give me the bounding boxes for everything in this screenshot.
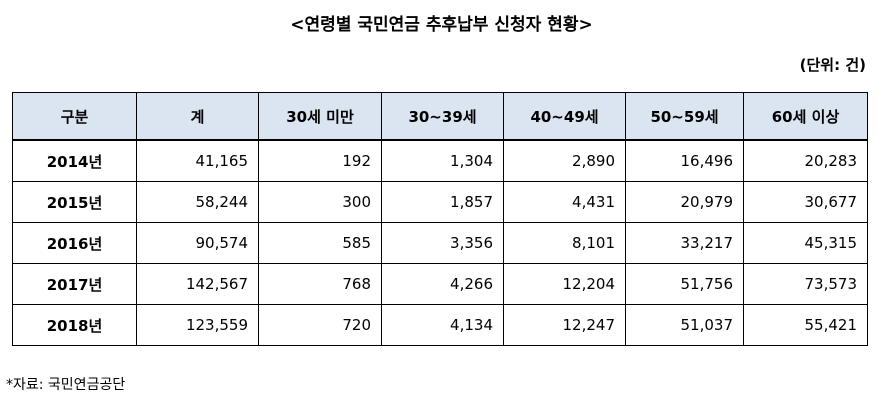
row-label: 2017년 (12, 263, 137, 305)
table-cell: 8,101 (503, 222, 626, 264)
table-cell: 1,857 (381, 181, 504, 223)
table-cell: 720 (258, 304, 382, 346)
row-label: 2014년 (12, 139, 137, 182)
table-cell: 142,567 (136, 263, 259, 305)
table-cell: 16,496 (625, 139, 744, 182)
table-row: 2018년 123,559 720 4,134 12,247 51,037 55,421 (12, 304, 868, 346)
table-row: 2014년 41,165 192 1,304 2,890 16,496 20,283 (12, 139, 868, 182)
column-header: 40~49세 (503, 92, 626, 141)
table-cell: 123,559 (136, 304, 259, 346)
column-header: 30~39세 (381, 92, 504, 141)
table-cell: 1,304 (381, 139, 504, 182)
table-cell: 73,573 (743, 263, 868, 305)
table-cell: 33,217 (625, 222, 744, 264)
table-cell: 12,204 (503, 263, 626, 305)
table-body: 2014년 41,165 192 1,304 2,890 16,496 20,283 2015… (12, 139, 868, 346)
column-header: 구분 (12, 92, 137, 141)
row-label: 2016년 (12, 222, 137, 264)
unit-note: (단위: 건) (799, 56, 866, 74)
row-label: 2018년 (12, 304, 137, 346)
table-cell: 4,266 (381, 263, 504, 305)
column-header: 50~59세 (625, 92, 744, 141)
table-cell: 30,677 (743, 181, 868, 223)
table-cell: 2,890 (503, 139, 626, 182)
table-cell: 300 (258, 181, 382, 223)
table-cell: 45,315 (743, 222, 868, 264)
table-cell: 20,979 (625, 181, 744, 223)
table-row: 2015년 58,244 300 1,857 4,431 20,979 30,677 (12, 181, 868, 223)
column-header: 30세 미만 (258, 92, 382, 141)
table-row: 2017년 142,567 768 4,266 12,204 51,756 73,573 (12, 263, 868, 305)
table-cell: 90,574 (136, 222, 259, 264)
title: <연령별 국민연금 추후납부 신청자 현황> (290, 15, 593, 35)
header-row: 구분 계 30세 미만 30~39세 40~49세 50~59세 60세 이상 (12, 92, 868, 141)
data-table: 구분 계 30세 미만 30~39세 40~49세 50~59세 60세 이상 2014년 4… (12, 92, 868, 346)
table-cell: 768 (258, 263, 382, 305)
table-cell: 55,421 (743, 304, 868, 346)
table-cell: 58,244 (136, 181, 259, 223)
source-note: *자료: 국민연금공단 (6, 377, 126, 393)
column-header: 60세 이상 (743, 92, 868, 141)
column-header: 계 (136, 92, 259, 141)
table-cell: 3,356 (381, 222, 504, 264)
table-cell: 51,037 (625, 304, 744, 346)
table-cell: 192 (258, 139, 382, 182)
table-cell: 4,134 (381, 304, 504, 346)
table-cell: 12,247 (503, 304, 626, 346)
table-cell: 51,756 (625, 263, 744, 305)
table-cell: 4,431 (503, 181, 626, 223)
table-cell: 41,165 (136, 139, 259, 182)
table-row: 2016년 90,574 585 3,356 8,101 33,217 45,315 (12, 222, 868, 264)
row-label: 2015년 (12, 181, 137, 223)
table-cell: 20,283 (743, 139, 868, 182)
table-cell: 585 (258, 222, 382, 264)
